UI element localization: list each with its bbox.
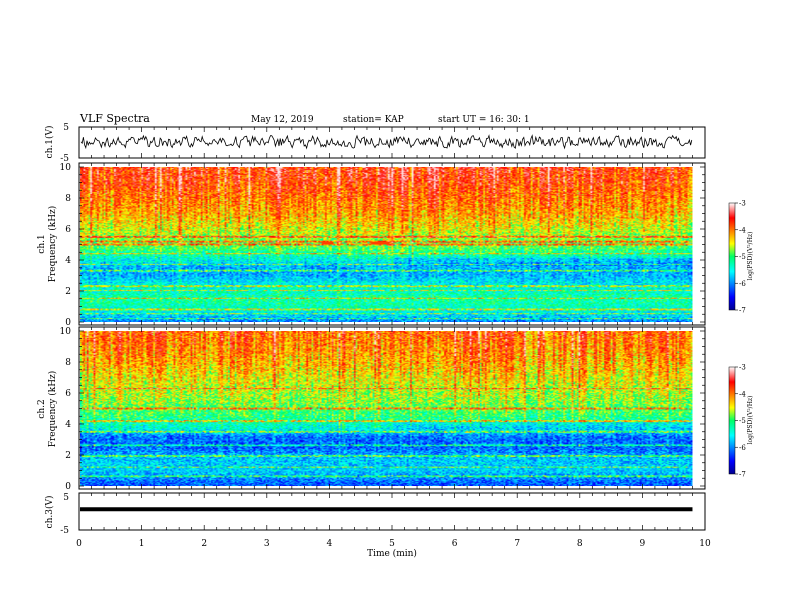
time-ticks	[78, 127, 706, 530]
time-tick-label: 3	[264, 539, 270, 549]
frequency-tick-label: 10	[60, 163, 72, 173]
ch1-ytick-bottom: -5	[60, 154, 69, 164]
colorbar-ch2-label: log(PSD)(V²/Hz)	[747, 396, 754, 445]
panel-ch3-waveform: 5 -5 ch.3(V)	[44, 492, 706, 536]
time-tick-label: 5	[389, 539, 395, 549]
frequency-tick-label: 6	[65, 389, 71, 399]
colorbar-tick-label: -4	[739, 390, 746, 398]
time-axis-label: Time (min)	[367, 548, 417, 559]
frequency-tick-label: 8	[65, 358, 71, 368]
panel-ch1-waveform: 5 -5 ch.1(V)	[44, 123, 706, 164]
time-tick-label: 8	[577, 539, 583, 549]
ch3-waveform-frame	[78, 492, 706, 531]
time-tick-label: 1	[139, 539, 145, 549]
colorbar-ch1-gradient	[728, 202, 736, 311]
start-time-label: start UT = 16: 30: 1	[438, 115, 530, 125]
frequency-tick-label: 0	[65, 482, 71, 492]
panel-ch1-spectrogram: 0 2 4 6 8 10 ch.1 Frequency (kHz)	[37, 162, 706, 328]
ch2-spectrogram-ylabel: ch.2	[37, 399, 47, 418]
station-label: station= KAP	[343, 115, 404, 125]
frequency-tick-label: 6	[65, 225, 71, 235]
colorbar-ch2: -3 -4 -5 -6 -7 log(PSD)(V²/Hz)	[728, 364, 754, 479]
ch1-waveform-line	[80, 134, 693, 150]
colorbar-ch1-label: log(PSD)(V²/Hz)	[747, 232, 754, 281]
ch3-ytick-bottom: -5	[60, 526, 69, 536]
colorbar-tick-label: -6	[739, 444, 746, 452]
frequency-tick-label: 10	[60, 327, 72, 337]
date-label: May 12, 2019	[251, 115, 314, 125]
frequency-tick-label: 0	[65, 318, 71, 328]
ch2-spectrogram-image	[80, 331, 693, 486]
ch1-spectrogram-ylabel: ch.1	[37, 234, 47, 253]
figure-title: VLF Spectra	[79, 112, 150, 125]
frequency-tick-label: 2	[65, 451, 71, 461]
colorbar-tick-label: -4	[739, 226, 746, 234]
panel-ch2-spectrogram: 0 2 4 6 8 10 ch.2 Frequency (kHz)	[37, 326, 706, 492]
ch1-spectrogram-image	[80, 167, 693, 322]
colorbar-tick-label: -5	[739, 417, 746, 425]
ch3-ytick-top: 5	[63, 493, 69, 503]
time-tick-label: 10	[699, 539, 711, 549]
colorbar-ch2-gradient	[728, 366, 736, 475]
colorbar-ch1: -3 -4 -5 -6 -7 log(PSD)(V²/Hz)	[728, 200, 754, 315]
time-tick-label: 6	[452, 539, 458, 549]
colorbar-tick-label: -5	[739, 253, 746, 261]
time-tick-label: 4	[327, 539, 333, 549]
time-tick-label: 9	[640, 539, 646, 549]
ch1-ytick-top: 5	[63, 123, 69, 133]
time-tick-labels: 0 1 2 3 4 5 6 7 8 9 10	[76, 539, 711, 549]
frequency-tick-label: 2	[65, 287, 71, 297]
time-tick-label: 0	[76, 539, 82, 549]
colorbar-tick-label: -3	[739, 364, 746, 372]
colorbar-tick-label: -7	[739, 307, 746, 315]
time-tick-label: 2	[201, 539, 207, 549]
ch1-waveform-frame	[78, 126, 706, 159]
colorbar-tick-label: -3	[739, 200, 746, 208]
frequency-tick-label: 8	[65, 194, 71, 204]
colorbar-tick-label: -6	[739, 280, 746, 288]
ch2-frequency-ylabel: Frequency (kHz)	[47, 371, 58, 448]
frequency-tick-label: 4	[65, 420, 71, 430]
ch1-frequency-ylabel: Frequency (kHz)	[47, 206, 58, 283]
ch3-waveform-ylabel: ch.3(V)	[44, 496, 55, 529]
colorbar-tick-label: -7	[739, 471, 746, 479]
ch1-waveform-ylabel: ch.1(V)	[44, 126, 55, 159]
time-tick-label: 7	[514, 539, 520, 549]
frequency-tick-label: 4	[65, 256, 71, 266]
